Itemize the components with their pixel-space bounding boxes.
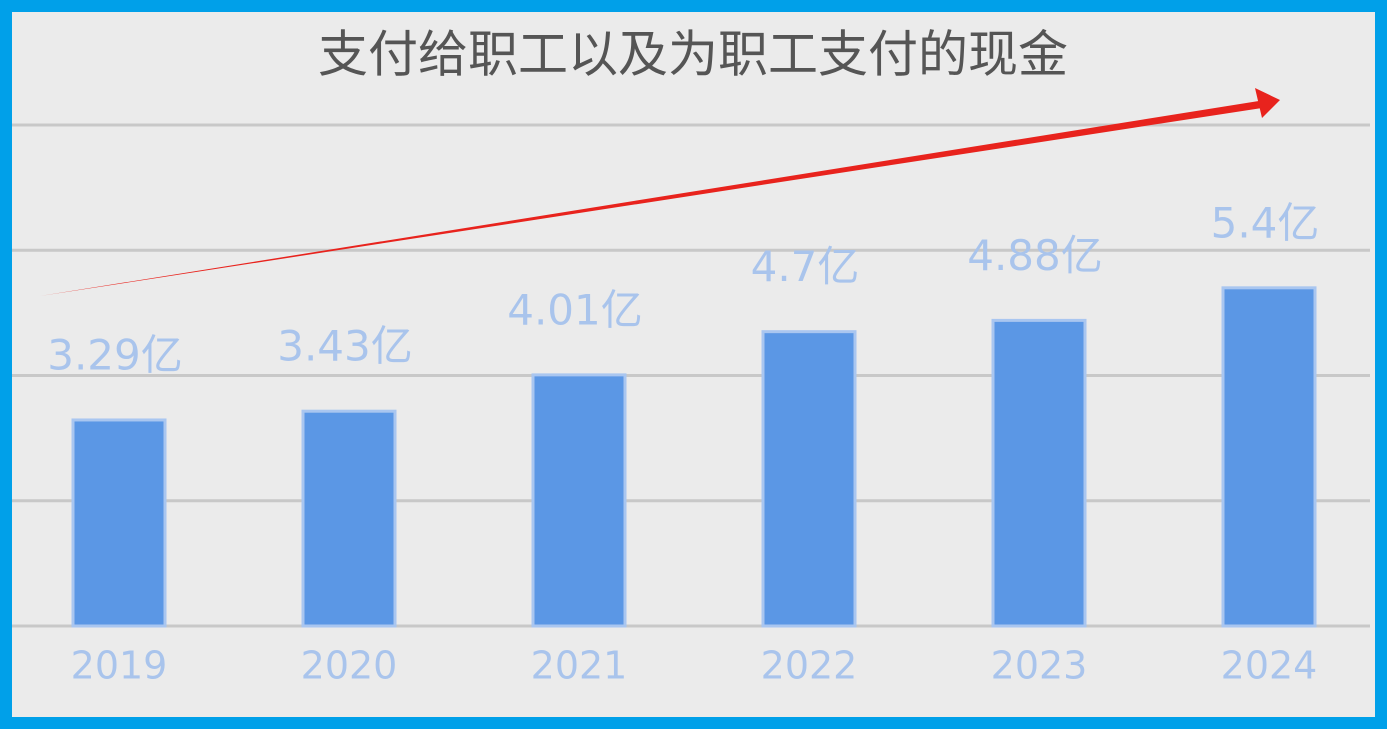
bar <box>761 330 857 628</box>
value-label: 3.43亿 <box>277 322 413 371</box>
x-tick-label: 2021 <box>531 644 628 688</box>
trend-arrow-head <box>1255 88 1280 118</box>
value-label: 4.01亿 <box>507 285 643 334</box>
bar <box>71 418 167 628</box>
x-tick-label: 2022 <box>761 644 858 688</box>
bar <box>1221 286 1317 628</box>
value-label: 4.7亿 <box>751 242 860 291</box>
plot-background <box>12 12 1375 717</box>
bars: 3.29亿 3.43亿 4.01亿 4.7亿 4.88亿 5.4亿 <box>47 198 1320 628</box>
chart-title: 支付给职工以及为职工支付的现金 <box>318 26 1068 84</box>
value-label: 3.29亿 <box>47 330 183 379</box>
x-tick-label: 2020 <box>301 644 398 688</box>
bar <box>991 318 1087 628</box>
bar <box>301 409 397 628</box>
x-tick-label: 2023 <box>991 644 1088 688</box>
value-label: 5.4亿 <box>1211 198 1320 247</box>
x-tick-label: 2024 <box>1221 644 1318 688</box>
value-label: 4.88亿 <box>967 231 1103 280</box>
trend-arrow <box>40 100 1265 296</box>
bar <box>531 373 627 628</box>
x-tick-label: 2019 <box>71 644 168 688</box>
